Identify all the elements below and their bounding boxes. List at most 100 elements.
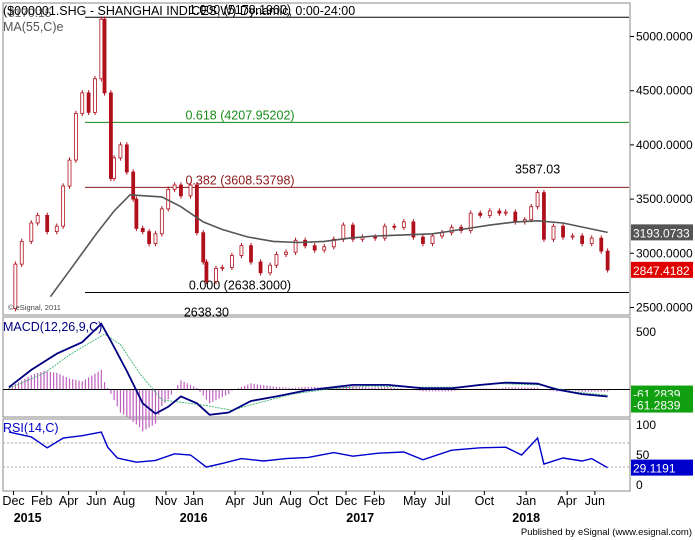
x-year-label: 2016 [180,511,208,525]
candle-body [239,245,244,256]
macd-value-tag: -61.2839 [633,399,681,413]
x-tick-label: Jan [184,494,204,508]
footer-credit: Published by eSignal (www.esignal.com) [521,527,692,538]
price-y-tick-label: 4500.0000 [636,84,693,98]
candle-body [194,184,199,234]
macd-title: MACD(12,26,9,C) [3,320,102,334]
candle-body [147,231,152,244]
candle-body [67,159,72,187]
ma-value-tag: 3193.0733 [633,226,690,240]
candle-body [599,237,604,252]
candle-body [341,224,346,240]
x-year-label: 2017 [346,511,374,525]
candle-body [401,221,406,228]
macd-value-tag-bg [631,396,693,413]
close-value-tag-bg [631,261,693,278]
rsi-value-tag: 29.1191 [633,462,676,476]
candle-body [382,225,387,239]
candle-body [188,184,193,197]
x-tick-label: Nov [155,494,178,508]
x-tick-label: Jun [585,494,605,508]
macd-line [8,322,608,416]
candle-body [29,222,34,242]
candle-body [605,250,610,271]
rsi-y-tick-label: 0 [636,478,643,492]
candle-body [172,184,177,190]
fib-label-2: 0.382 (3608.53798) [185,173,294,187]
x-tick-label: Oct [309,494,329,508]
candle-body [274,253,279,266]
candle-body [312,245,317,251]
candle-body [535,192,540,208]
x-tick-label: Jan [516,494,536,508]
price-panel-frame [2,2,631,316]
rsi-line [8,431,608,469]
candle-body [13,263,18,309]
x-tick-label: May [403,494,427,508]
rsi-y-tick-label: 50 [636,448,650,462]
price-annotation-0: 3587.03 [515,163,560,177]
candle-body [61,185,66,227]
candle-body [249,245,253,263]
candle-body [561,225,565,238]
price-annotation-1: 2638.30 [184,306,229,320]
fib-label-0: 1.000 (5178.1900) [189,3,291,17]
x-year-label: 2018 [512,511,540,525]
candle-body [220,266,225,269]
candle-body [134,198,139,229]
x-tick-label: Dec [335,494,357,508]
fib-label-3: 0.000 (2638.3000) [189,279,291,293]
candle-body [322,246,327,251]
chart-title: ($000001.SHG - SHANGHAI INDICES,W) Dynam… [3,4,355,18]
x-tick-label: Aug [113,494,135,508]
candle-body [497,210,502,214]
candle-body [258,261,263,274]
watermark: © eSignal, 2011 [8,303,61,312]
candle-body [529,206,534,221]
candle-body [268,264,273,274]
candle-body [373,236,378,239]
candle-body [542,192,546,240]
x-year-label: 2015 [14,511,42,525]
candle-body [293,239,298,253]
candle-body [99,18,104,80]
candle-body [551,225,556,240]
ma-line [49,193,608,298]
x-tick-label: Aug [279,494,301,508]
candle-body [284,251,288,255]
close-value-tag: 2847.4182 [633,264,690,278]
candle-body [45,214,50,233]
candle-body [468,212,473,231]
candle-body [159,208,164,235]
candle-body [19,240,24,265]
candle-body [179,184,183,197]
price-y-tick-label: 2500.0000 [636,300,693,314]
x-tick-label: Oct [475,494,495,508]
x-tick-label: Jul [435,494,451,508]
candle-body [108,92,113,179]
candle-body [204,261,209,282]
candle-body [118,144,123,159]
x-tick-label: Dec [2,494,24,508]
candle-body [54,225,59,233]
ma-legend: MA(55,C)e [3,20,63,34]
candle-body [487,210,492,216]
fib-label-1: 0.618 (4207.95202) [185,108,294,122]
candle-body [392,225,397,228]
rsi-value-tag-bg [631,459,693,476]
x-tick-label: Feb [31,494,53,508]
candle-body [93,78,97,113]
candle-body [201,232,206,263]
candle-body [131,171,136,200]
candle-body [331,238,336,248]
candle-body [124,144,129,173]
candle-body [86,92,91,113]
rsi-title: RSI(14,C) [3,421,59,435]
ma-value-tag-bg [631,224,693,241]
candle-body [153,233,158,244]
candle-body [421,236,425,244]
candle-body [350,224,355,240]
price-y-tick-label: 4000.0000 [636,138,693,152]
candle-body [478,212,483,216]
